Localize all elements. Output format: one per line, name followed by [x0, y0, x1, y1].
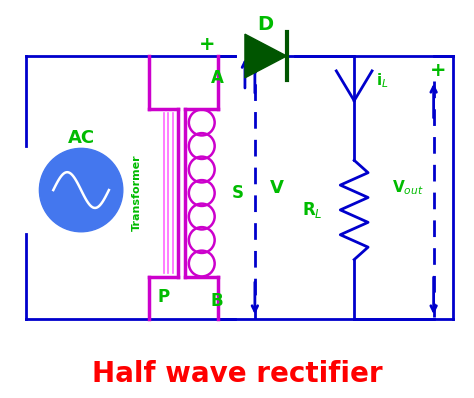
Text: R$_L$: R$_L$ — [302, 200, 323, 220]
Text: V: V — [270, 179, 283, 197]
Text: AC: AC — [67, 129, 95, 147]
Text: +: + — [430, 61, 447, 80]
Text: P: P — [157, 288, 170, 306]
Circle shape — [39, 148, 123, 232]
Text: B: B — [211, 292, 223, 310]
Text: i$_L$: i$_L$ — [376, 72, 389, 90]
Text: Half wave rectifier: Half wave rectifier — [91, 360, 383, 388]
Polygon shape — [245, 34, 287, 78]
Text: V$_{out}$: V$_{out}$ — [392, 178, 424, 197]
Text: A: A — [211, 69, 224, 87]
Text: +: + — [199, 35, 216, 54]
Text: D: D — [258, 15, 274, 34]
Text: Transformer: Transformer — [132, 155, 142, 231]
Text: S: S — [232, 184, 244, 202]
